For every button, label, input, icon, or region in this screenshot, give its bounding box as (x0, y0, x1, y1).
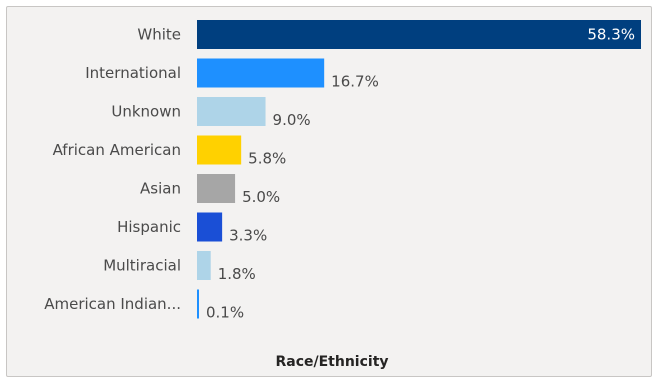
value-label: 9.0% (273, 111, 311, 129)
bar[interactable] (197, 289, 199, 319)
category-label: African American (53, 141, 181, 159)
bars-group: White 58.3% International 16.7% Unknown 9.0% A… (44, 20, 641, 322)
category-label: Asian (140, 180, 181, 198)
category-label: American Indian... (44, 295, 181, 313)
category-label: Unknown (111, 103, 181, 121)
value-label: 0.1% (206, 304, 244, 322)
category-label: White (137, 26, 181, 44)
value-label: 5.0% (242, 188, 280, 206)
chart-panel: White 58.3% International 16.7% Unknown 9.0% A… (6, 6, 652, 377)
value-label: 5.8% (248, 150, 286, 168)
bar[interactable] (197, 212, 223, 242)
bar[interactable] (197, 135, 242, 165)
value-label: 1.8% (218, 265, 256, 283)
value-label: 16.7% (331, 73, 379, 91)
value-label: 58.3% (587, 26, 635, 44)
x-axis-label: Race/Ethnicity (275, 354, 388, 370)
bar[interactable] (197, 174, 236, 203)
category-label: International (85, 64, 181, 82)
category-label: Hispanic (117, 218, 181, 236)
bar-chart: White 58.3% International 16.7% Unknown 9.0% A… (44, 20, 641, 370)
bar[interactable] (197, 251, 211, 280)
bar[interactable] (197, 97, 266, 126)
bar[interactable] (197, 58, 325, 88)
category-label: Multiracial (103, 257, 181, 275)
bar[interactable] (197, 20, 641, 49)
value-label: 3.3% (229, 227, 267, 245)
